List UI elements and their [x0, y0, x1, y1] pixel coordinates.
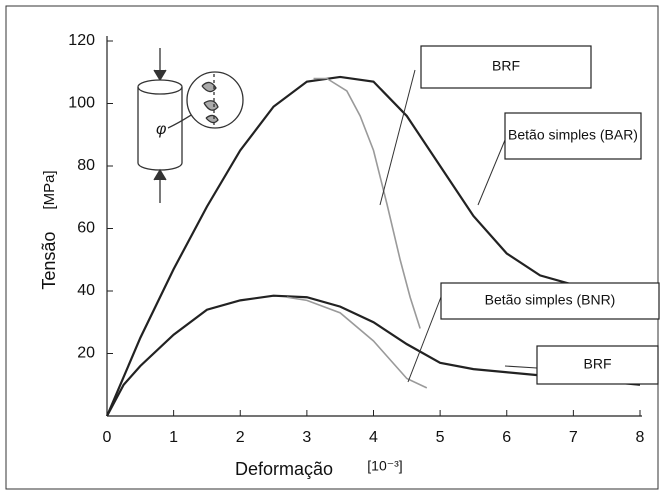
legend-box: [420, 45, 592, 89]
specimen-icon: φ: [137, 48, 244, 203]
x-tick-label: 0: [103, 429, 112, 446]
x-tick-label: 6: [502, 429, 511, 446]
x-tick-label: 1: [169, 429, 178, 446]
x-label: Deformação: [235, 459, 333, 479]
y-tick-label: 120: [68, 32, 95, 49]
y-tick-label: 20: [77, 345, 95, 362]
series-line: [105, 75, 587, 417]
y-label: Tensão [MPa]: [39, 170, 59, 289]
legend-box: [440, 282, 660, 320]
y-tick-label: 40: [77, 282, 95, 299]
x-tick-label: 7: [569, 429, 578, 446]
y-tick-label: 100: [68, 95, 95, 112]
leader-line: [407, 296, 442, 383]
leader-line: [379, 69, 416, 206]
x-tick-label: 2: [236, 429, 245, 446]
x-tick-label: 3: [302, 429, 311, 446]
legend-label: Betão simples (BAR): [508, 127, 638, 143]
series-line: [106, 294, 641, 417]
y-tick-label: 80: [77, 157, 95, 174]
x-tick-label: 8: [636, 429, 645, 446]
leader-line: [477, 139, 506, 206]
x-tick-label: 4: [369, 429, 378, 446]
legend-label: Betão simples (BNR): [485, 292, 616, 308]
svg-text:φ: φ: [156, 121, 166, 138]
frame: [5, 5, 659, 490]
legend-label: BRF: [584, 356, 612, 372]
legend-box: [536, 345, 659, 385]
y-tick-label: 60: [77, 220, 95, 237]
x-unit: [10⁻³]: [367, 458, 402, 474]
y-label-text: Tensão: [39, 232, 59, 290]
y-unit: [MPa]: [41, 170, 58, 209]
series-line: [286, 296, 428, 389]
x-tick-label: 5: [436, 429, 445, 446]
series-line: [313, 77, 421, 329]
legend-label: BRF: [492, 58, 520, 74]
legend-box: [504, 112, 642, 160]
leader-line: [504, 365, 538, 369]
